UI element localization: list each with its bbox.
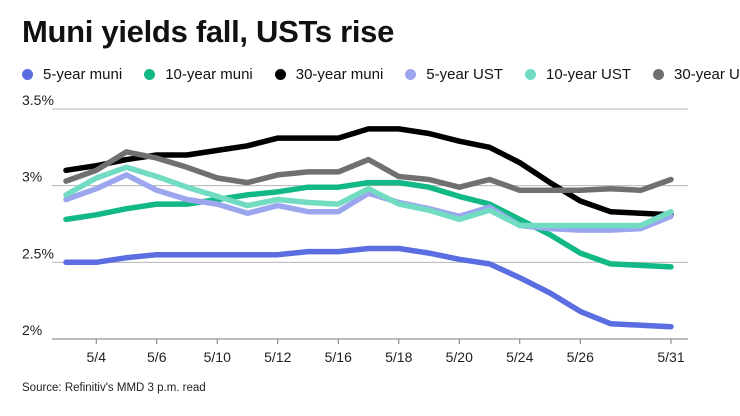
x-tick-label: 5/12	[264, 349, 291, 365]
legend-swatch	[144, 68, 156, 80]
legend-label: 30-year muni	[295, 65, 384, 83]
series-line-10-year-ust	[63, 164, 674, 229]
x-tick-label: 5/31	[657, 349, 684, 365]
legend-swatch	[524, 68, 536, 80]
legend-swatch	[274, 68, 286, 80]
legend-swatch	[22, 68, 33, 80]
legend-label: 5-year muni	[43, 65, 123, 83]
x-tick-label: 5/20	[446, 349, 473, 365]
legend-item: 30-year UST	[653, 66, 740, 83]
legend-label: 5-year UST	[426, 65, 503, 83]
x-tick-label: 5/10	[204, 349, 231, 365]
series-line-10-year-muni	[63, 179, 674, 270]
legend-label: 10-year UST	[545, 65, 632, 83]
series-line-30-year-ust	[63, 149, 674, 194]
legend-item: 30-year muni	[274, 65, 384, 83]
legend-item: 5-year muni	[22, 66, 122, 83]
x-tick-label: 5/4	[87, 349, 107, 365]
x-tick-label: 5/6	[147, 349, 167, 365]
legend-swatch	[653, 68, 665, 80]
x-tick-label: 5/26	[567, 349, 594, 365]
y-tick-label: 2%	[22, 322, 42, 338]
y-tick-label: 3%	[22, 169, 42, 185]
series-line-5-year-ust	[63, 172, 674, 233]
series-line-5-year-muni	[63, 245, 674, 330]
legend-swatch	[405, 68, 417, 80]
source-note: Source: Refinitiv's MMD 3 p.m. read	[22, 382, 206, 394]
y-tick-label: 2.5%	[22, 245, 54, 261]
series-line-30-year-muni	[63, 126, 674, 218]
chart-title: Muni yields fall, USTs rise	[22, 14, 395, 49]
x-tick-label: 5/16	[325, 349, 352, 365]
legend-label: 10-year muni	[165, 65, 253, 83]
y-tick-label: 3.5%	[22, 92, 54, 108]
legend-item: 10-year muni	[144, 66, 253, 83]
legend-label: 30-year UST	[674, 65, 740, 83]
legend-item: 10-year UST	[524, 65, 632, 83]
x-tick-label: 5/18	[385, 349, 412, 365]
chart-plot: 3.5% 3% 2.5% 2% 5/4 5/6 5/10 5/12 5/16 5/18 5/20 5/…	[22, 92, 688, 365]
legend-item: 5-year UST	[405, 66, 503, 83]
legend: 5-year muni 10-year muni 30-year muni 5-yea…	[22, 64, 740, 84]
x-tick-label: 5/24	[506, 349, 533, 365]
